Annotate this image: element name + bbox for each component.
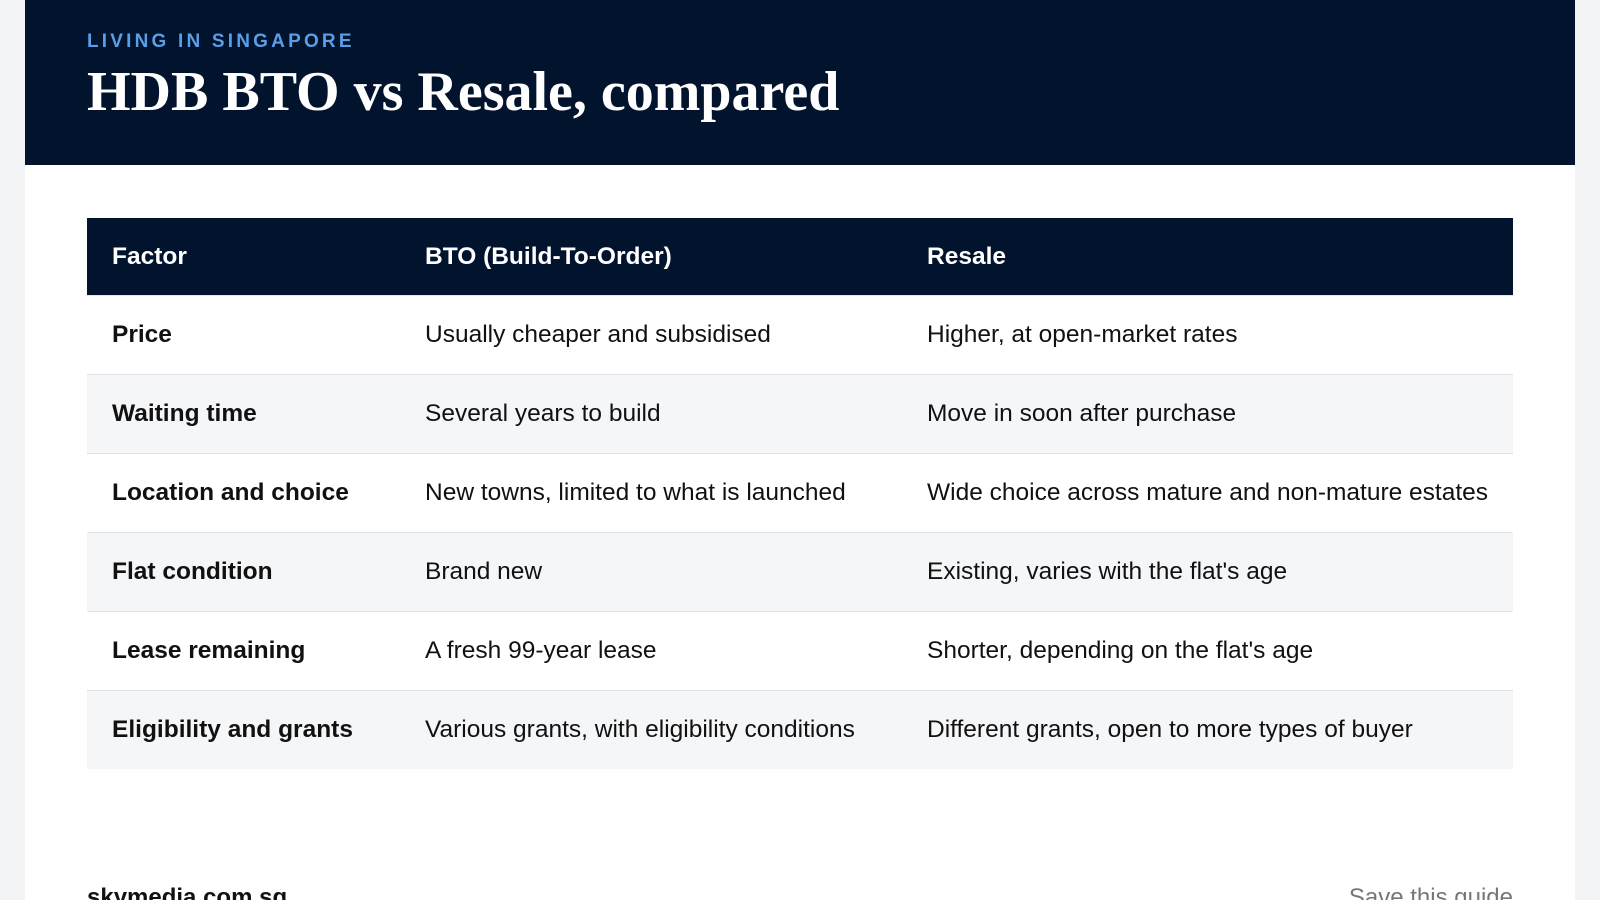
column-header: Factor [87, 218, 400, 296]
table-row: Lease remaining A fresh 99-year lease Shor… [87, 611, 1513, 691]
table-body: Price Usually cheaper and subsidised Highe… [87, 295, 1513, 769]
table-row: Flat condition Brand new Existing, varies … [87, 532, 1513, 612]
table-row: Location and choice New towns, limited to… [87, 453, 1513, 533]
table-cell: Brand new [400, 532, 902, 612]
column-header: BTO (Build-To-Order) [400, 218, 902, 296]
title: HDB BTO vs Resale, compared [87, 61, 840, 123]
save-button[interactable]: Save this guide [1348, 884, 1513, 900]
table-row: Eligibility and grants Various grants, wi… [87, 690, 1513, 769]
factor-cell: Eligibility and grants [87, 690, 400, 769]
table-cell: Shorter, depending on the flat's age [902, 611, 1513, 691]
comparison-table: Factor BTO (Build-To-Order) Resale Price Us… [87, 218, 1513, 769]
eyebrow: LIVING IN SINGAPORE [87, 31, 355, 52]
site-name[interactable]: skymedia.com.sg [87, 884, 288, 900]
table-cell: Several years to build [400, 374, 902, 454]
factor-cell: Flat condition [87, 532, 400, 612]
header-row: Factor BTO (Build-To-Order) Resale [87, 218, 1513, 296]
table-row: Waiting time Several years to build Move i… [87, 374, 1513, 454]
factor-cell: Waiting time [87, 374, 400, 454]
table-cell: Wide choice across mature and non-mature… [902, 453, 1513, 533]
factor-cell: Lease remaining [87, 611, 400, 691]
factor-cell: Location and choice [87, 453, 400, 533]
table-cell: Different grants, open to more types of … [902, 690, 1513, 769]
table-cell: Usually cheaper and subsidised [400, 295, 902, 375]
table-cell: Various grants, with eligibility conditi… [400, 690, 902, 769]
table-cell: Existing, varies with the flat's age [902, 532, 1513, 612]
table-cell: New towns, limited to what is launched [400, 453, 902, 533]
factor-cell: Price [87, 295, 400, 375]
table-cell: A fresh 99-year lease [400, 611, 902, 691]
table-cell: Higher, at open-market rates [902, 295, 1513, 375]
table-row: Price Usually cheaper and subsidised Highe… [87, 295, 1513, 375]
column-header: Resale [902, 218, 1513, 296]
table-cell: Move in soon after purchase [902, 374, 1513, 454]
card: LIVING IN SINGAPORE HDB BTO vs Resale, c… [25, 0, 1575, 900]
hero: LIVING IN SINGAPORE HDB BTO vs Resale, c… [25, 0, 1575, 165]
